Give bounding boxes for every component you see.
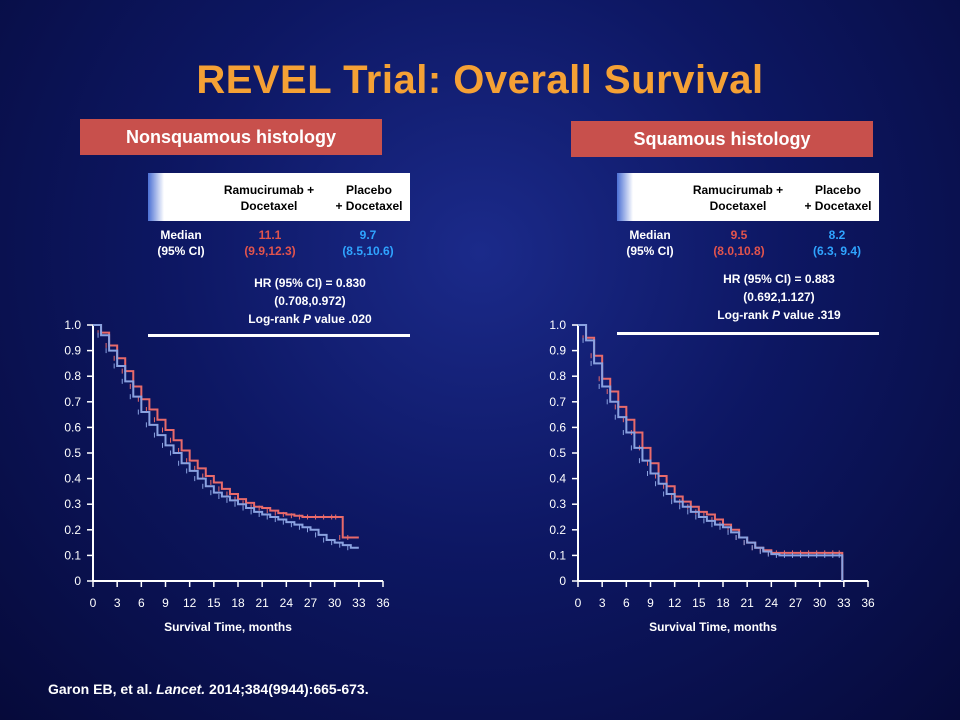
x-tick-label: 6 (138, 596, 145, 610)
table-bottom-rule (148, 334, 410, 337)
x-tick-label: 0 (90, 596, 97, 610)
x-tick-label: 24 (765, 596, 779, 610)
x-tick-label: 0 (575, 596, 582, 610)
x-tick-label: 12 (668, 596, 682, 610)
km-curve-series-0 (93, 324, 359, 539)
y-tick-label: 0.3 (549, 497, 566, 511)
header-gradient (148, 173, 164, 221)
x-tick-label: 18 (716, 596, 730, 610)
y-tick-label: 0.8 (64, 369, 81, 383)
x-tick-label: 3 (114, 596, 121, 610)
x-tick-label: 30 (328, 596, 342, 610)
y-tick-label: 0.4 (64, 472, 81, 486)
x-tick-label: 27 (789, 596, 803, 610)
x-tick-label: 36 (376, 596, 390, 610)
km-curve-series-1 (578, 324, 844, 581)
y-tick-label: 0 (74, 574, 81, 588)
row-label-median: Median (95% CI) (626, 228, 674, 258)
panel-label-squamous: Squamous histology (571, 121, 873, 157)
col-header-placebo: Placebo + Docetaxel (804, 183, 872, 213)
x-axis-label: Survival Time, months (649, 620, 777, 634)
x-tick-label: 36 (861, 596, 875, 610)
x-tick-label: 9 (647, 596, 654, 610)
y-tick-label: 0.2 (64, 523, 81, 537)
x-tick-label: 21 (740, 596, 754, 610)
y-tick-label: 0.7 (64, 395, 81, 409)
slide-title: REVEL Trial: Overall Survival (196, 58, 764, 102)
table-bottom-rule (617, 332, 879, 335)
y-tick-label: 0.7 (549, 395, 566, 409)
y-tick-label: 1.0 (549, 318, 566, 332)
x-tick-label: 9 (162, 596, 169, 610)
x-tick-label: 21 (255, 596, 269, 610)
stats-table-nonsquamous: Ramucirumab + Docetaxel Placebo + Docetaxe… (148, 173, 410, 343)
placebo-median: 9.7 (8.5,10.6) (342, 228, 394, 258)
y-tick-label: 0.6 (549, 420, 566, 434)
y-tick-label: 0.4 (549, 472, 566, 486)
km-chart-nonsquamous: 00.10.20.30.40.50.60.70.80.91.00 3 6 9 12 15 1… (64, 318, 390, 634)
km-chart-squamous: 00.10.20.30.40.50.60.70.80.91.00 3 6 9 12 15 1… (549, 318, 875, 634)
row-label-median: Median (95% CI) (157, 228, 205, 258)
ramucirumab-median: 9.5 (8.0,10.8) (713, 228, 765, 258)
hazard-ratio-text: HR (95% CI) = 0.883 (0.692,1.127) Log-ra… (717, 272, 841, 322)
x-tick-label: 33 (837, 596, 851, 610)
x-tick-label: 6 (623, 596, 630, 610)
km-curve-series-0 (578, 324, 844, 581)
x-tick-label: 33 (352, 596, 366, 610)
x-axis-label: Survival Time, months (164, 620, 292, 634)
y-tick-label: 0.3 (64, 497, 81, 511)
citation: Garon EB, et al. Lancet. 2014;384(9944):… (48, 681, 369, 697)
y-tick-label: 1.0 (64, 318, 81, 332)
y-tick-label: 0.1 (549, 548, 566, 562)
x-tick-label: 3 (599, 596, 606, 610)
x-tick-label: 15 (207, 596, 221, 610)
y-tick-label: 0.1 (64, 548, 81, 562)
placebo-median: 8.2 (6.3, 9.4) (812, 228, 862, 258)
stats-header: Ramucirumab + Docetaxel Placebo + Docetaxe… (617, 173, 879, 221)
stats-table-squamous: Ramucirumab + Docetaxel Placebo + Docetaxe… (617, 173, 879, 343)
x-tick-label: 15 (692, 596, 706, 610)
y-tick-label: 0.9 (64, 344, 81, 358)
col-header-placebo: Placebo + Docetaxel (335, 183, 403, 213)
stats-header: Ramucirumab + Docetaxel Placebo + Docetaxe… (148, 173, 410, 221)
y-tick-label: 0.5 (64, 446, 81, 460)
x-tick-label: 27 (304, 596, 318, 610)
y-tick-label: 0.2 (549, 523, 566, 537)
y-tick-label: 0.5 (549, 446, 566, 460)
x-tick-label: 30 (813, 596, 827, 610)
y-tick-label: 0 (559, 574, 566, 588)
col-header-ramucirumab: Ramucirumab + Docetaxel (692, 183, 784, 213)
x-tick-label: 24 (280, 596, 294, 610)
km-curve-series-1 (93, 324, 359, 549)
x-tick-label: 18 (231, 596, 245, 610)
col-header-ramucirumab: Ramucirumab + Docetaxel (223, 183, 315, 213)
y-tick-label: 0.6 (64, 420, 81, 434)
header-gradient (617, 173, 633, 221)
panel-label-nonsquamous: Nonsquamous histology (80, 119, 382, 155)
hazard-ratio-text: HR (95% CI) = 0.830 (0.708,0.972) Log-ra… (248, 276, 372, 326)
ramucirumab-median: 11.1 (9.9,12.3) (244, 228, 296, 258)
y-tick-label: 0.9 (549, 344, 566, 358)
x-tick-label: 12 (183, 596, 197, 610)
y-tick-label: 0.8 (549, 369, 566, 383)
